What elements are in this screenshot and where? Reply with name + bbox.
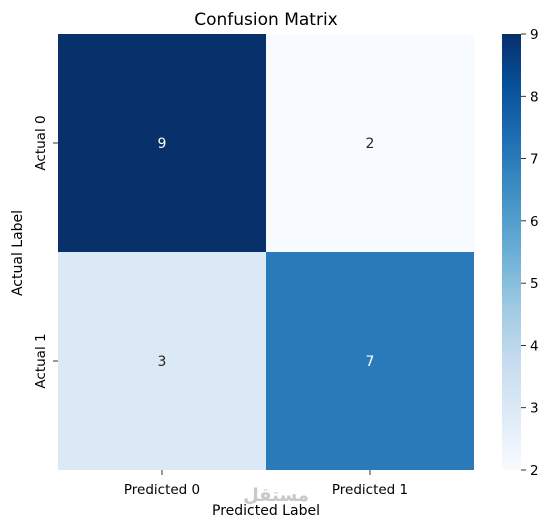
y-tick-label: Actual 0 (33, 115, 49, 170)
heatmap-cell (266, 34, 474, 252)
heatmap-cell (58, 34, 266, 252)
y-tick-label: Actual 1 (33, 333, 49, 388)
colorbar: 2 3 4 5 6 7 8 9 (502, 27, 539, 479)
colorbar-tick-label: 3 (530, 401, 539, 417)
colorbar-tick-label: 6 (530, 214, 539, 230)
x-tick-label: Predicted 1 (332, 482, 408, 498)
heatmap-cell (58, 252, 266, 470)
colorbar-ticks: 2 3 4 5 6 7 8 9 (521, 27, 539, 479)
chart-title: Confusion Matrix (194, 10, 338, 30)
cell-value-label: 2 (366, 136, 375, 152)
colorbar-tick-label: 4 (530, 338, 539, 354)
cell-value-label: 3 (158, 354, 167, 370)
colorbar-tick-label: 7 (530, 152, 539, 168)
colorbar-tick-label: 5 (530, 276, 539, 292)
y-axis-label: Actual Label (10, 210, 26, 296)
heatmap-cells: 9 2 3 7 (58, 34, 474, 470)
y-axis-ticks: Actual 0 Actual 1 (33, 115, 58, 389)
colorbar-gradient (502, 34, 521, 470)
watermark-logo: مستقل (243, 485, 309, 506)
x-axis-label: Predicted Label (212, 503, 320, 519)
colorbar-tick-label: 9 (530, 27, 539, 43)
colorbar-tick-label: 8 (530, 89, 539, 105)
cell-value-label: 7 (366, 354, 375, 370)
heatmap-cell (266, 252, 474, 470)
cell-value-label: 9 (158, 136, 167, 152)
colorbar-tick-label: 2 (530, 463, 539, 479)
x-tick-label: Predicted 0 (124, 482, 200, 498)
x-axis-ticks: Predicted 0 Predicted 1 (124, 470, 408, 498)
